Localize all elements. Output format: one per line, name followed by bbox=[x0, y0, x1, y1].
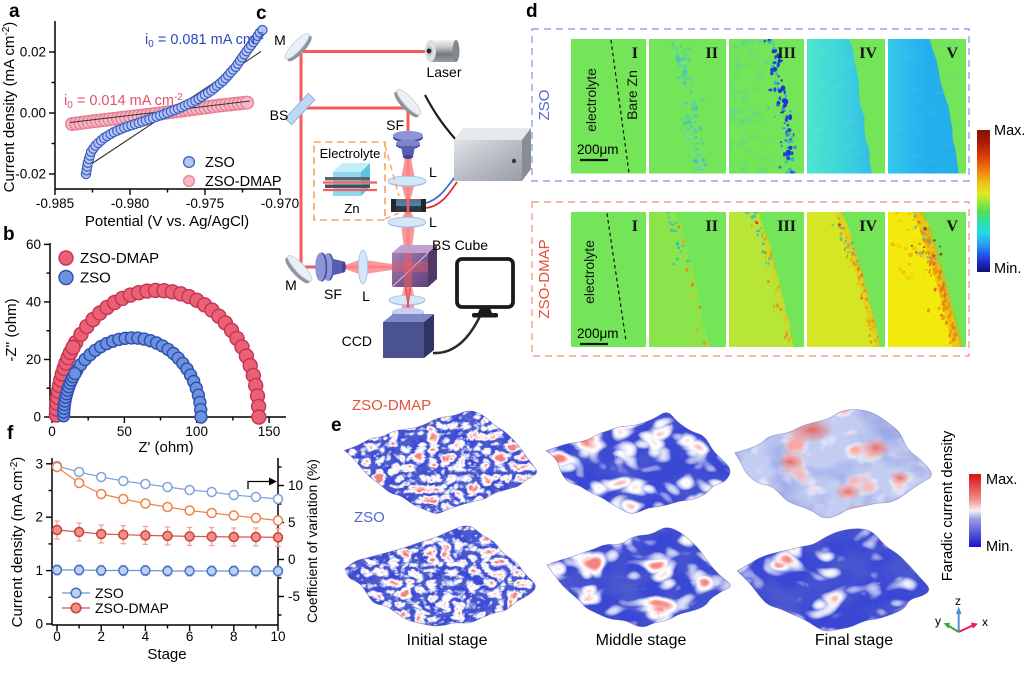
svg-text:200μm: 200μm bbox=[577, 142, 619, 157]
svg-text:e: e bbox=[331, 415, 342, 436]
svg-text:I: I bbox=[632, 218, 638, 235]
svg-text:IV: IV bbox=[859, 45, 877, 62]
svg-text:Final stage: Final stage bbox=[815, 632, 893, 649]
svg-text:i0 = 0.014 mA cm-2: i0 = 0.014 mA cm-2 bbox=[64, 92, 183, 111]
svg-text:ZSO-DMAP: ZSO-DMAP bbox=[95, 600, 169, 616]
svg-text:Electrolyte: Electrolyte bbox=[320, 146, 381, 161]
svg-text:x: x bbox=[982, 615, 988, 629]
svg-text:II: II bbox=[706, 218, 718, 235]
svg-text:0.02: 0.02 bbox=[20, 45, 46, 60]
svg-text:Faradic current density: Faradic current density bbox=[940, 430, 956, 581]
svg-text:-0.02: -0.02 bbox=[15, 167, 46, 182]
svg-text:c: c bbox=[256, 3, 267, 24]
svg-text:20: 20 bbox=[26, 352, 41, 367]
svg-text:Laser: Laser bbox=[426, 64, 461, 80]
svg-text:150: 150 bbox=[258, 424, 281, 439]
svg-text:4: 4 bbox=[142, 629, 150, 644]
svg-text:III: III bbox=[777, 45, 796, 62]
svg-text:8: 8 bbox=[230, 629, 238, 644]
svg-text:0: 0 bbox=[48, 424, 56, 439]
svg-text:Bare Zn: Bare Zn bbox=[624, 70, 640, 120]
svg-text:d: d bbox=[526, 1, 538, 22]
svg-text:1: 1 bbox=[35, 563, 43, 578]
svg-text:L: L bbox=[362, 288, 370, 304]
svg-text:Min.: Min. bbox=[986, 539, 1013, 555]
svg-text:ZSO-DMAP: ZSO-DMAP bbox=[536, 239, 553, 318]
svg-text:ZSO-DMAP: ZSO-DMAP bbox=[352, 397, 431, 414]
svg-text:-5: -5 bbox=[288, 589, 300, 604]
svg-text:0: 0 bbox=[33, 410, 41, 425]
svg-text:-0.985: -0.985 bbox=[36, 196, 74, 211]
svg-text:10: 10 bbox=[288, 478, 303, 493]
svg-text:CCD: CCD bbox=[342, 333, 372, 349]
svg-text:Current density (mA cm-2): Current density (mA cm-2) bbox=[9, 457, 26, 628]
svg-text:60: 60 bbox=[26, 237, 41, 252]
svg-text:electrolyte: electrolyte bbox=[581, 240, 597, 304]
svg-text:Current density (mA cm-2): Current density (mA cm-2) bbox=[1, 22, 18, 193]
svg-text:3: 3 bbox=[35, 456, 43, 471]
svg-text:BS: BS bbox=[270, 107, 289, 123]
svg-text:Max.: Max. bbox=[986, 472, 1017, 488]
svg-text:200μm: 200μm bbox=[577, 326, 619, 341]
svg-text:0: 0 bbox=[288, 552, 296, 567]
svg-text:y: y bbox=[935, 614, 941, 628]
svg-text:Middle stage: Middle stage bbox=[596, 632, 687, 649]
svg-text:V: V bbox=[946, 45, 958, 62]
svg-text:-0.975: -0.975 bbox=[186, 196, 224, 211]
svg-text:Coefficient of variation (%): Coefficient of variation (%) bbox=[304, 459, 320, 623]
svg-text:Max.: Max. bbox=[994, 123, 1024, 139]
svg-text:SF: SF bbox=[324, 286, 342, 302]
svg-text:ZSO: ZSO bbox=[80, 270, 111, 287]
svg-text:5: 5 bbox=[288, 515, 296, 530]
svg-text:III: III bbox=[777, 218, 796, 235]
svg-text:b: b bbox=[3, 224, 15, 245]
svg-text:40: 40 bbox=[26, 294, 41, 309]
svg-text:IV: IV bbox=[859, 218, 877, 235]
svg-text:Potential (V vs. Ag/AgCl): Potential (V vs. Ag/AgCl) bbox=[85, 213, 249, 230]
svg-text:10: 10 bbox=[270, 629, 285, 644]
svg-text:I: I bbox=[632, 45, 638, 62]
svg-text:L: L bbox=[429, 214, 437, 230]
svg-text:V: V bbox=[946, 218, 958, 235]
svg-text:-0.970: -0.970 bbox=[261, 196, 299, 211]
svg-text:ZSO-DMAP: ZSO-DMAP bbox=[80, 250, 159, 267]
svg-text:f: f bbox=[7, 423, 14, 444]
svg-text:ZSO: ZSO bbox=[354, 509, 385, 526]
svg-text:100: 100 bbox=[185, 424, 208, 439]
svg-text:ZSO: ZSO bbox=[95, 585, 124, 601]
svg-text:Stage: Stage bbox=[147, 646, 186, 663]
svg-text:0: 0 bbox=[35, 617, 43, 632]
svg-text:Min.: Min. bbox=[994, 261, 1021, 277]
svg-text:i0 = 0.081 mA cm-2: i0 = 0.081 mA cm-2 bbox=[145, 31, 264, 50]
svg-text:Initial stage: Initial stage bbox=[407, 632, 488, 649]
svg-text:a: a bbox=[9, 1, 20, 22]
svg-text:6: 6 bbox=[186, 629, 194, 644]
svg-text:BS Cube: BS Cube bbox=[432, 237, 488, 253]
svg-text:L: L bbox=[429, 164, 437, 180]
svg-text:50: 50 bbox=[117, 424, 132, 439]
svg-text:0.00: 0.00 bbox=[20, 106, 46, 121]
svg-text:Z' (ohm): Z' (ohm) bbox=[138, 439, 193, 456]
svg-text:SF: SF bbox=[386, 117, 404, 133]
svg-text:M: M bbox=[274, 32, 286, 48]
svg-text:ZSO: ZSO bbox=[205, 155, 235, 171]
svg-text:ZSO-DMAP: ZSO-DMAP bbox=[205, 174, 282, 190]
svg-text:M: M bbox=[285, 277, 297, 293]
svg-text:-0.980: -0.980 bbox=[111, 196, 149, 211]
svg-text:0: 0 bbox=[53, 629, 61, 644]
svg-text:electrolyte: electrolyte bbox=[583, 68, 599, 132]
svg-text:ZSO: ZSO bbox=[536, 90, 553, 121]
svg-text:z: z bbox=[955, 594, 961, 608]
svg-text:II: II bbox=[706, 45, 718, 62]
svg-text:2: 2 bbox=[97, 629, 105, 644]
svg-text:2: 2 bbox=[35, 510, 43, 525]
svg-text:Zn: Zn bbox=[344, 201, 359, 216]
svg-text:-Z'' (ohm): -Z'' (ohm) bbox=[3, 298, 20, 361]
